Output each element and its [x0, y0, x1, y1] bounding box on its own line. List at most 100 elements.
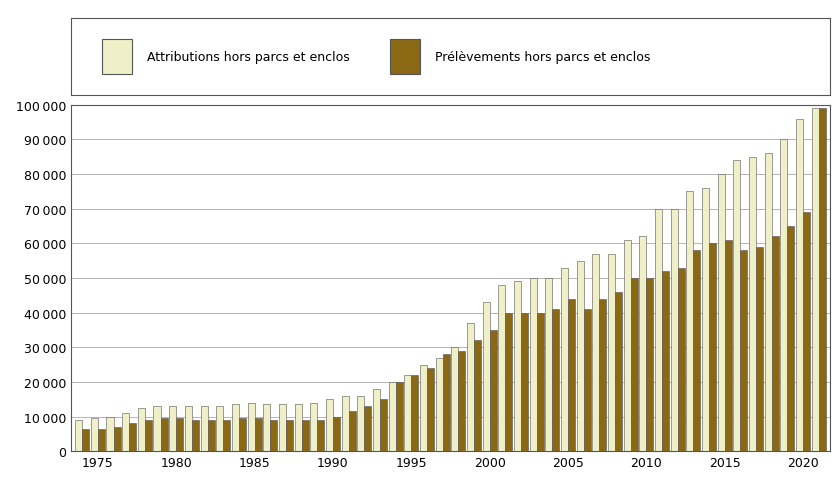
Bar — [390, 40, 420, 74]
Bar — [326, 399, 333, 451]
Bar — [82, 429, 90, 451]
Bar — [756, 247, 763, 451]
Bar — [404, 375, 411, 451]
Bar — [318, 420, 324, 451]
Bar — [427, 368, 434, 451]
Bar — [811, 109, 819, 451]
Bar — [396, 382, 402, 451]
Bar — [803, 213, 810, 451]
Bar — [552, 310, 559, 451]
Bar — [310, 403, 318, 451]
Bar — [380, 399, 387, 451]
Bar — [686, 192, 693, 451]
Bar — [223, 420, 230, 451]
Bar — [279, 405, 286, 451]
Bar — [592, 254, 599, 451]
Bar — [521, 313, 528, 451]
Bar — [536, 313, 544, 451]
Bar — [161, 419, 168, 451]
Bar — [740, 251, 747, 451]
Bar — [208, 420, 215, 451]
Bar — [270, 420, 277, 451]
Bar — [458, 351, 465, 451]
Bar — [670, 209, 678, 451]
Bar — [725, 240, 732, 451]
Bar — [530, 278, 536, 451]
Bar — [342, 396, 349, 451]
Text: Attributions hors parcs et enclos: Attributions hors parcs et enclos — [147, 51, 349, 64]
Bar — [389, 382, 396, 451]
Bar — [357, 396, 365, 451]
Bar — [678, 268, 685, 451]
Bar — [216, 406, 223, 451]
Bar — [639, 237, 646, 451]
Bar — [514, 282, 521, 451]
Bar — [239, 419, 246, 451]
Bar — [145, 420, 152, 451]
Bar — [717, 175, 725, 451]
Bar — [489, 330, 497, 451]
Bar — [247, 403, 255, 451]
Bar — [263, 405, 270, 451]
Bar — [373, 389, 380, 451]
Bar — [662, 272, 669, 451]
Bar — [451, 348, 458, 451]
Bar — [98, 429, 105, 451]
Bar — [577, 261, 583, 451]
Bar — [709, 244, 716, 451]
Bar — [796, 120, 803, 451]
Bar — [623, 240, 631, 451]
Bar — [568, 299, 575, 451]
Bar — [176, 419, 184, 451]
Bar — [615, 292, 622, 451]
Bar — [442, 354, 450, 451]
Bar — [200, 406, 208, 451]
Bar — [101, 40, 132, 74]
Bar — [819, 109, 825, 451]
Bar — [137, 408, 145, 451]
Bar — [420, 365, 427, 451]
Bar — [646, 278, 654, 451]
Bar — [772, 237, 779, 451]
Bar — [693, 251, 701, 451]
Bar — [764, 154, 772, 451]
Bar — [365, 406, 371, 451]
Bar — [113, 427, 121, 451]
Bar — [255, 419, 261, 451]
Bar — [411, 375, 418, 451]
Bar — [106, 417, 113, 451]
Bar — [483, 302, 489, 451]
Bar — [788, 227, 794, 451]
Bar — [655, 209, 662, 451]
Bar — [286, 420, 293, 451]
Bar — [702, 189, 709, 451]
Bar — [436, 358, 442, 451]
Bar — [631, 278, 638, 451]
Bar — [333, 417, 340, 451]
Bar — [302, 420, 308, 451]
Bar — [561, 268, 568, 451]
Bar — [185, 406, 192, 451]
Bar — [505, 313, 512, 451]
Bar — [733, 161, 740, 451]
Bar — [192, 420, 199, 451]
Bar — [349, 411, 355, 451]
Bar — [232, 405, 239, 451]
Bar — [583, 310, 591, 451]
Bar — [129, 423, 137, 451]
Bar — [780, 140, 788, 451]
Bar — [749, 157, 756, 451]
Text: Prélèvements hors parcs et enclos: Prélèvements hors parcs et enclos — [435, 51, 650, 64]
Bar — [75, 420, 82, 451]
Bar — [169, 406, 176, 451]
Bar — [153, 406, 161, 451]
Bar — [467, 324, 474, 451]
Bar — [499, 285, 505, 451]
Bar — [294, 405, 302, 451]
Bar — [474, 341, 481, 451]
Bar — [91, 419, 98, 451]
Bar — [608, 254, 615, 451]
Bar — [546, 278, 552, 451]
Bar — [599, 299, 607, 451]
Bar — [122, 413, 129, 451]
